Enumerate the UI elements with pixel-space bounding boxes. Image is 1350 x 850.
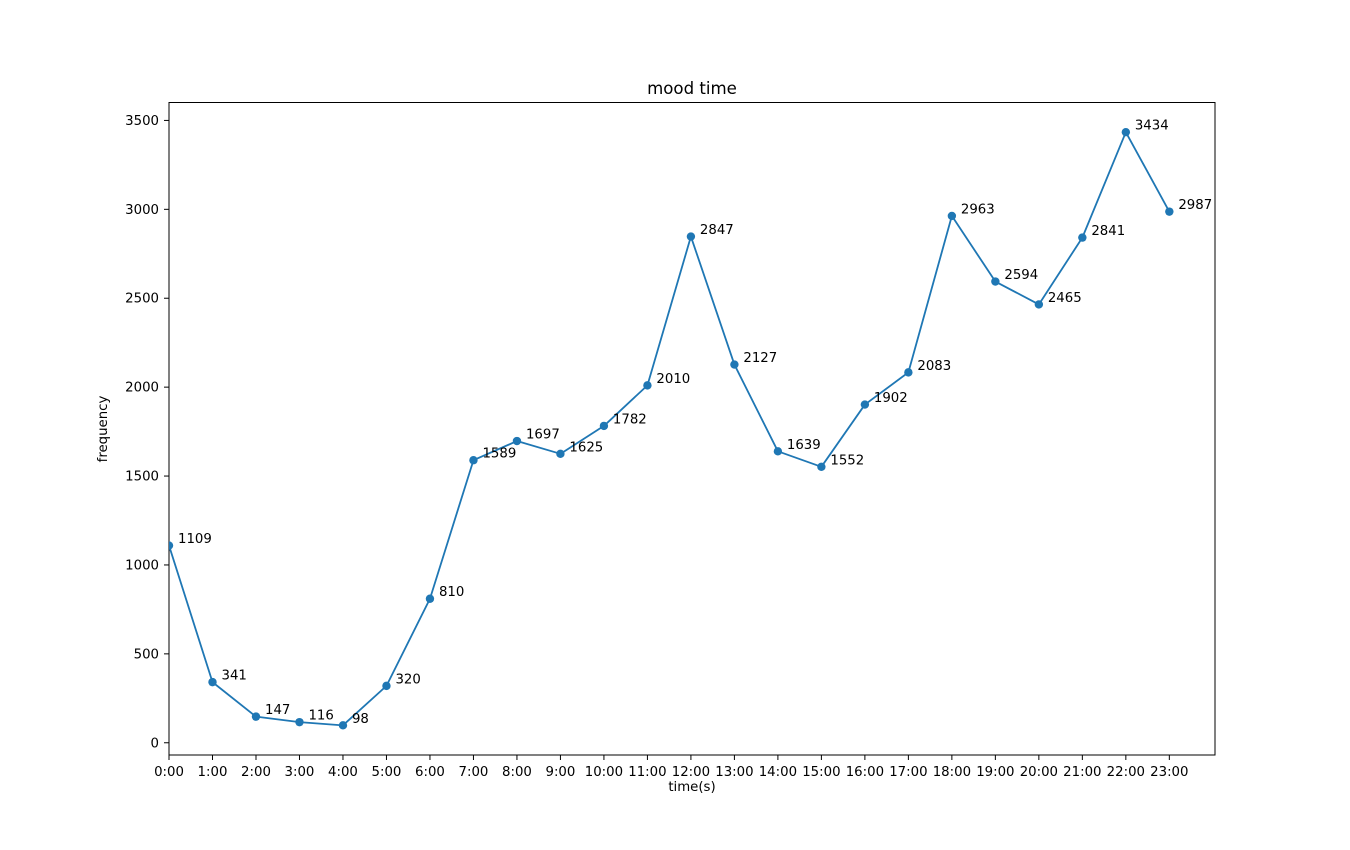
data-point bbox=[904, 368, 913, 377]
x-tick-label: 9:00 bbox=[545, 765, 575, 780]
x-tick-label: 22:00 bbox=[1107, 765, 1145, 780]
axes-layer: 0:00 1:00 2:00 3:00 4:00 5:00 6:00 7:00 8:00 9:00… bbox=[125, 102, 1216, 780]
data-point bbox=[425, 594, 435, 603]
x-tick-label: 18:00 bbox=[933, 765, 971, 780]
x-tick-label: 15:00 bbox=[802, 765, 840, 780]
x-axis-label: time(s) bbox=[668, 780, 715, 795]
x-tick-label: 8:00 bbox=[502, 765, 532, 780]
data-point-label: 98 bbox=[352, 712, 369, 727]
data-point bbox=[686, 232, 696, 241]
data-point-label: 1589 bbox=[482, 447, 516, 462]
data-point bbox=[599, 421, 609, 431]
data-point bbox=[338, 721, 348, 730]
y-tick-label: 1500 bbox=[125, 470, 159, 485]
annotation-layer: 1109 341 147 116 98 320 810 1589 1697 1625 1782 201… bbox=[178, 119, 1212, 727]
data-point-label: 2083 bbox=[917, 359, 951, 374]
data-point bbox=[817, 462, 826, 472]
x-tick-label: 17:00 bbox=[889, 765, 927, 780]
data-point bbox=[1165, 207, 1174, 216]
data-point bbox=[512, 436, 522, 446]
data-point-label: 1902 bbox=[874, 391, 908, 406]
x-tick-label: 16:00 bbox=[846, 765, 884, 780]
y-tick-label: 500 bbox=[134, 647, 159, 662]
x-tick-label: 4:00 bbox=[328, 765, 358, 780]
x-tick-label: 14:00 bbox=[759, 765, 797, 780]
x-tick-label: 19:00 bbox=[976, 765, 1014, 780]
data-point bbox=[947, 211, 957, 221]
y-tick-label: 3000 bbox=[125, 203, 159, 218]
y-tick-label: 3500 bbox=[125, 114, 159, 129]
data-point-label: 2987 bbox=[1178, 198, 1212, 213]
plot-border bbox=[168, 102, 1216, 756]
x-tick-label: 0:00 bbox=[154, 765, 184, 780]
data-point-label: 2847 bbox=[700, 223, 734, 238]
data-point-label: 1109 bbox=[178, 532, 212, 547]
x-tick-label: 11:00 bbox=[628, 765, 666, 780]
x-tick-label: 23:00 bbox=[1150, 765, 1188, 780]
x-tick-label: 12:00 bbox=[672, 765, 710, 780]
data-point-label: 2963 bbox=[961, 202, 995, 217]
data-point-label: 320 bbox=[395, 672, 420, 687]
chart-title: mood time bbox=[647, 79, 737, 98]
data-point bbox=[773, 447, 783, 456]
y-tick-label: 2000 bbox=[125, 381, 159, 396]
data-point-label: 1782 bbox=[613, 412, 647, 427]
series-layer bbox=[169, 127, 1174, 730]
data-point-label: 1625 bbox=[569, 440, 603, 455]
data-point-label: 341 bbox=[221, 669, 246, 684]
data-point bbox=[208, 677, 217, 687]
data-point-label: 1639 bbox=[787, 438, 821, 453]
data-point-label: 2841 bbox=[1091, 224, 1125, 239]
data-point bbox=[991, 277, 1000, 286]
x-tick-label: 6:00 bbox=[415, 765, 445, 780]
data-point-label: 147 bbox=[265, 703, 290, 718]
data-point bbox=[643, 381, 652, 390]
x-tick-label: 7:00 bbox=[459, 765, 489, 780]
y-tick-label: 1000 bbox=[125, 558, 159, 573]
y-tick-label: 2500 bbox=[125, 292, 159, 307]
y-tick-label: 0 bbox=[151, 736, 159, 751]
data-point bbox=[382, 681, 391, 691]
data-point bbox=[251, 712, 261, 721]
data-point-label: 1552 bbox=[830, 453, 864, 468]
data-point bbox=[556, 449, 565, 459]
y-axis-label: frequency bbox=[96, 396, 111, 463]
x-tick-label: 5:00 bbox=[372, 765, 402, 780]
data-point bbox=[295, 717, 304, 727]
x-tick-label: 10:00 bbox=[585, 765, 623, 780]
data-point bbox=[730, 360, 739, 369]
data-point-label: 116 bbox=[308, 709, 333, 724]
data-point-label: 2010 bbox=[656, 372, 690, 387]
x-tick-label: 1:00 bbox=[198, 765, 228, 780]
data-point bbox=[469, 456, 478, 465]
x-tick-label: 2:00 bbox=[241, 765, 271, 780]
x-tick-label: 13:00 bbox=[715, 765, 753, 780]
data-point bbox=[1078, 233, 1087, 242]
data-point bbox=[169, 541, 174, 550]
data-point bbox=[860, 400, 870, 409]
data-line bbox=[169, 131, 1171, 727]
data-point-label: 810 bbox=[439, 585, 464, 600]
x-tick-label: 20:00 bbox=[1020, 765, 1058, 780]
data-point bbox=[1034, 300, 1044, 309]
data-point-label: 2594 bbox=[1004, 268, 1038, 283]
data-point-label: 3434 bbox=[1135, 119, 1169, 134]
x-tick-label: 3:00 bbox=[285, 765, 315, 780]
data-point bbox=[1121, 127, 1131, 137]
x-tick-label: 21:00 bbox=[1063, 765, 1101, 780]
data-point-label: 1697 bbox=[526, 428, 560, 443]
data-point-label: 2465 bbox=[1048, 291, 1082, 306]
data-point-label: 2127 bbox=[743, 351, 777, 366]
